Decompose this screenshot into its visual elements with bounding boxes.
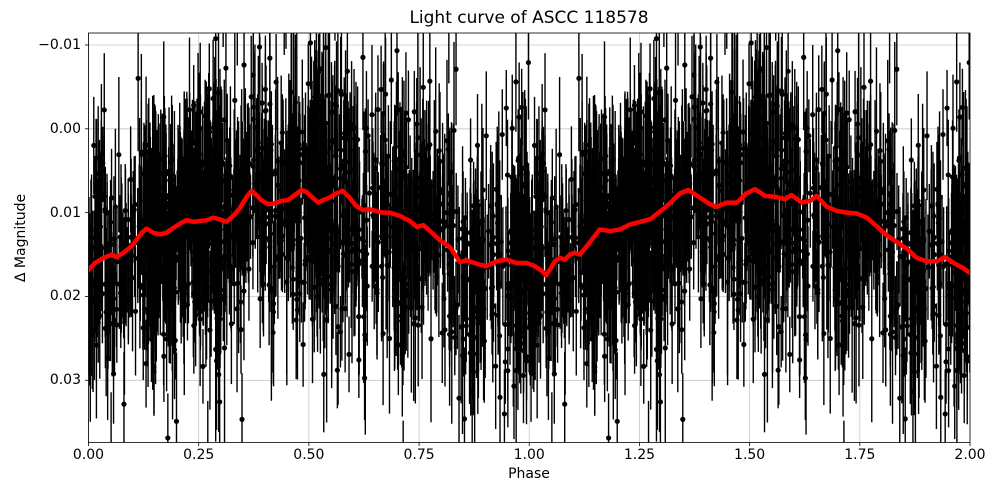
x-tick-label: 0.00 xyxy=(72,447,105,463)
x-tick-label: 2.00 xyxy=(954,447,986,463)
x-tick-label: 1.00 xyxy=(513,447,545,463)
x-tick-label: 1.50 xyxy=(734,447,766,463)
x-tick-label: 1.25 xyxy=(623,447,656,463)
y-tick-label: 0.00 xyxy=(49,120,81,137)
x-tick-label: 0.25 xyxy=(183,447,215,463)
x-tick-label: 1.75 xyxy=(844,447,876,463)
chart-title: Light curve of ASCC 118578 xyxy=(409,8,649,28)
x-tick-label: 0.75 xyxy=(403,447,435,463)
y-tick-label: 0.02 xyxy=(49,288,81,305)
y-tick-label: 0.03 xyxy=(49,372,81,389)
x-axis-label: Phase xyxy=(508,466,550,482)
x-tick-label: 0.50 xyxy=(293,447,325,463)
y-tick-label: 0.01 xyxy=(49,204,81,221)
y-tick-label: −0.01 xyxy=(38,36,81,53)
